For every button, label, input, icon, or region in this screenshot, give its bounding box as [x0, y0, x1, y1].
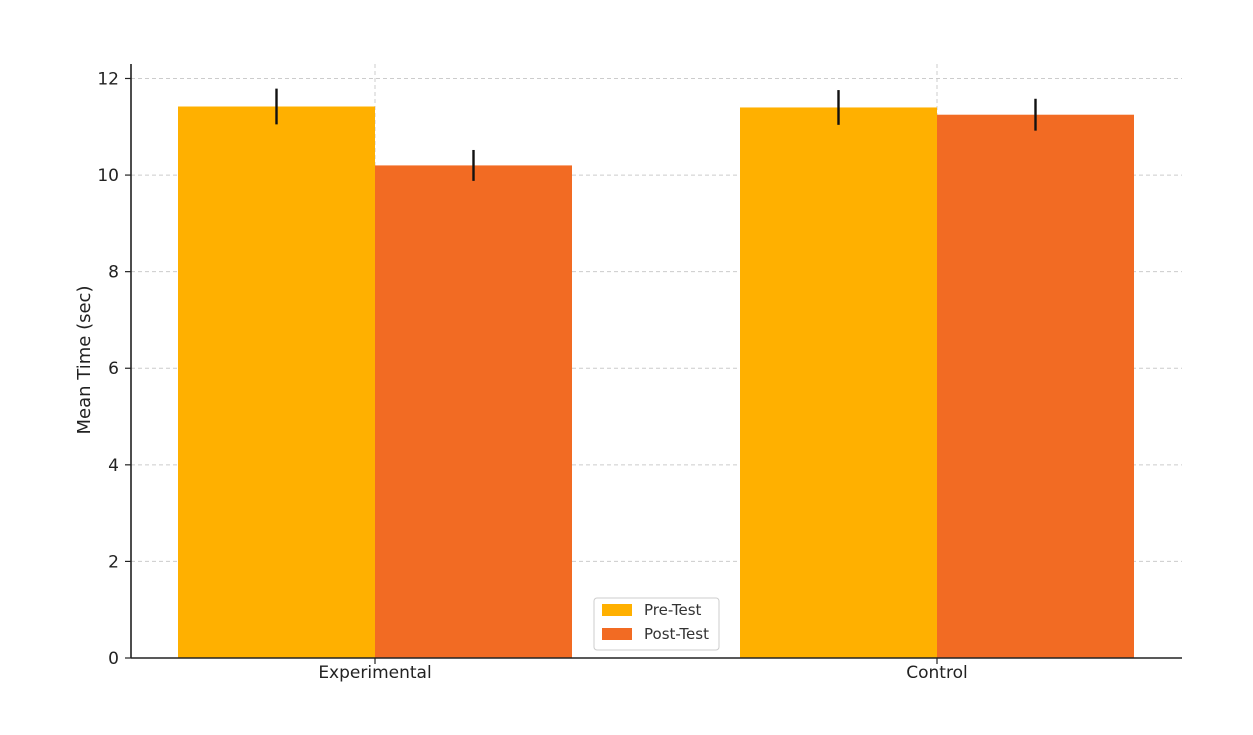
bar-post-test-control — [937, 114, 1134, 658]
legend-label: Post-Test — [644, 625, 709, 643]
axes — [125, 64, 1182, 664]
y-tick-label: 12 — [97, 69, 119, 89]
bar-pre-test-experimental — [178, 106, 375, 658]
legend-label: Pre-Test — [644, 601, 702, 619]
bar-post-test-experimental — [375, 165, 572, 659]
y-axis-title: Mean Time (sec) — [74, 286, 95, 435]
legend: Pre-Test Post-Test — [593, 597, 720, 651]
legend-swatch — [602, 628, 632, 640]
y-tick-label: 0 — [108, 649, 119, 669]
bars — [178, 106, 1134, 659]
error-bars — [275, 88, 1037, 181]
y-tick-label: 10 — [97, 166, 119, 186]
y-tick-label: 4 — [108, 456, 119, 476]
x-tick-label: Experimental — [318, 663, 431, 683]
x-tick-label: Control — [906, 663, 967, 683]
y-tick-label: 6 — [108, 359, 119, 379]
bar-pre-test-control — [740, 107, 937, 658]
y-tick-label: 8 — [108, 263, 119, 283]
axis-labels: Mean Time (sec) 0 2 4 6 8 10 12 Experimental Con… — [74, 69, 968, 683]
y-tick-label: 2 — [108, 552, 119, 572]
legend-swatch — [602, 604, 632, 616]
